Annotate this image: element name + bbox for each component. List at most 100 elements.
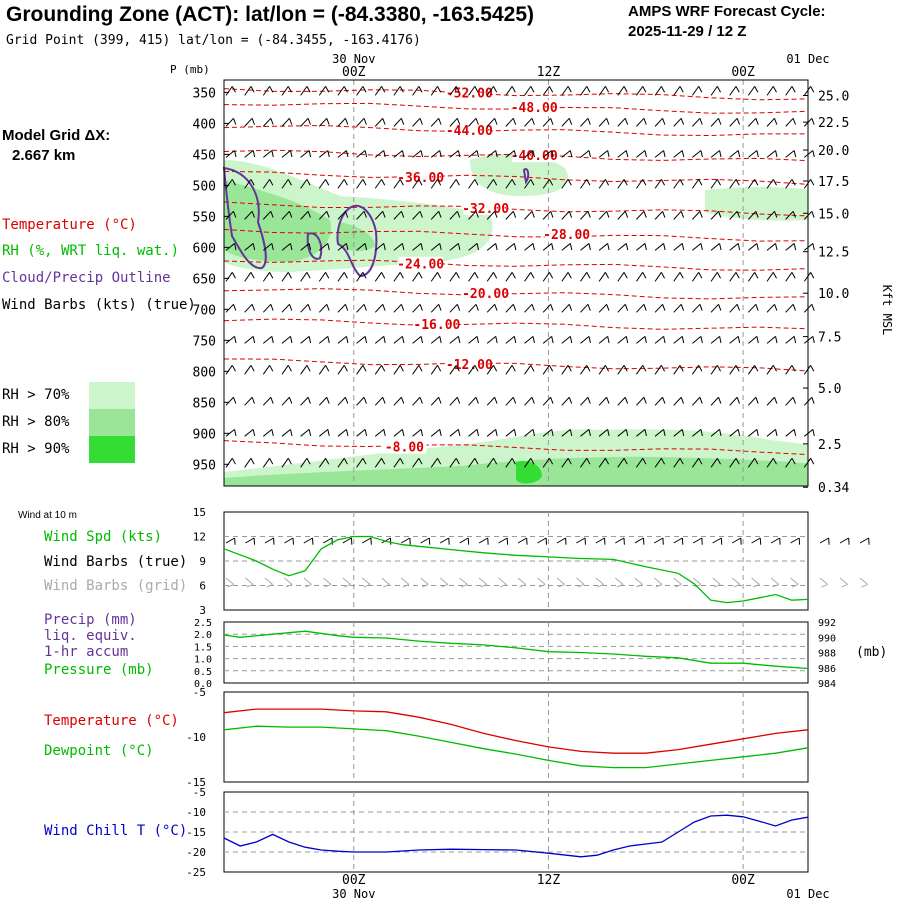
precip-tick: 0.5 xyxy=(194,667,212,678)
wind-barb xyxy=(729,243,739,251)
wind-barb-flag xyxy=(588,336,591,344)
wind-barb-flag xyxy=(736,211,741,218)
wind-barb xyxy=(673,429,683,437)
wind-barb xyxy=(654,150,664,158)
pressure-tick-label: 900 xyxy=(193,427,216,442)
legend-liq-equiv: liq. equiv. xyxy=(44,628,137,644)
wind-barb-flag xyxy=(606,304,610,311)
wind-barb xyxy=(449,150,459,158)
wind-barb-flag xyxy=(474,179,479,186)
wind-barb xyxy=(748,429,758,437)
wind-barb xyxy=(524,243,534,251)
wind-barb xyxy=(412,429,422,437)
temperature-contour-label: -32.00 xyxy=(462,202,509,217)
wind-barb xyxy=(803,458,812,468)
wind-barb xyxy=(318,86,326,96)
wind-barb-flag xyxy=(231,179,236,186)
wind-barb-flag xyxy=(307,118,311,125)
wind-barb xyxy=(393,429,403,437)
wind-barb-flag xyxy=(700,150,703,158)
wind-barb-flag xyxy=(325,458,330,465)
wind-barb xyxy=(766,86,774,96)
wind-barb xyxy=(636,429,646,437)
legend-wind-barbs-true: Wind Barbs (true) xyxy=(44,554,188,570)
wind-barb-flag xyxy=(660,365,666,372)
wind-barb xyxy=(785,303,794,313)
wind-barb xyxy=(598,272,606,282)
wind-barb xyxy=(468,150,478,158)
wind-barb-flag xyxy=(774,397,778,404)
wind-barb-grid xyxy=(264,577,273,585)
wind-barb xyxy=(486,179,494,189)
wind-barb-flag xyxy=(382,211,386,218)
wind-barb-flag xyxy=(455,272,460,279)
wind-barb-flag xyxy=(401,336,405,344)
wind-barb-grid-flag xyxy=(655,583,663,588)
wind-barb-flag xyxy=(719,336,722,344)
wind-barb xyxy=(729,365,737,375)
wind-barb-flag xyxy=(719,429,722,437)
wind-barb-flag xyxy=(382,118,386,125)
wind-barb-flag xyxy=(772,365,777,372)
wind-barb-flag xyxy=(643,211,647,218)
wind-barb xyxy=(747,210,757,220)
wind-barb-flag xyxy=(400,397,405,404)
wind-barb xyxy=(449,179,457,189)
wind-barb xyxy=(542,396,552,406)
wind-barb-flag xyxy=(567,86,572,93)
wind-barb xyxy=(486,86,494,96)
wind-barb-flag xyxy=(549,86,554,93)
wind-barb xyxy=(524,303,533,313)
wind-barb xyxy=(225,150,235,158)
wind-barb-grid xyxy=(819,577,828,585)
wind-barb-flag xyxy=(756,336,759,344)
wind-barb-flag xyxy=(587,211,591,218)
wind-barb xyxy=(412,336,422,344)
wind-barb-flag xyxy=(511,179,516,186)
wind-barb xyxy=(412,243,422,251)
wind-barb-flag xyxy=(345,336,349,344)
wind-barb-grid-flag xyxy=(266,583,273,588)
wind-barb xyxy=(710,243,720,251)
wind-barb xyxy=(449,336,459,344)
wind-barb-flag xyxy=(531,118,535,125)
wind-barb-flag xyxy=(233,118,237,125)
wind-barb-true xyxy=(819,537,829,544)
wind-barb-grid-flag xyxy=(577,583,585,588)
wind-barb-flag xyxy=(269,458,274,465)
wind-barb xyxy=(747,179,756,189)
wind-barb xyxy=(710,336,720,344)
wind-barb xyxy=(692,210,701,220)
wind-barb xyxy=(580,150,590,158)
wind-barb-flag xyxy=(400,118,405,125)
wind-barb xyxy=(654,179,662,189)
wind-barb xyxy=(654,365,662,375)
wind-barb-true xyxy=(381,537,391,544)
wind-barb-flag xyxy=(308,429,312,437)
wind-barb xyxy=(748,243,758,251)
wind-barb-flag xyxy=(381,86,386,93)
wind-barb-flag xyxy=(287,179,292,186)
wind-barb xyxy=(598,458,606,468)
wind-barb xyxy=(785,365,793,375)
wind-barb-grid xyxy=(615,577,624,585)
wind-barb-grid xyxy=(790,577,799,585)
wind-barb xyxy=(617,243,627,251)
wind-barb xyxy=(356,396,365,406)
wind-barb xyxy=(673,86,681,96)
wind-barb xyxy=(262,429,273,437)
wind-barb xyxy=(318,179,326,189)
wind-barb xyxy=(598,243,608,251)
wind-barb xyxy=(430,210,440,220)
wind-barb xyxy=(281,272,289,282)
wind-barb xyxy=(654,303,663,313)
wind-barb-flag xyxy=(457,150,461,158)
wind-barb-flag xyxy=(234,243,237,251)
wind-barb-flag xyxy=(681,429,685,437)
wind-barb-flag xyxy=(604,365,610,372)
wind-barb-flag xyxy=(325,179,330,186)
wind-barb-flag xyxy=(549,365,554,372)
wind-barb-flag xyxy=(476,336,480,344)
wind-barb-flag xyxy=(513,243,517,251)
wind-barb xyxy=(393,210,402,220)
